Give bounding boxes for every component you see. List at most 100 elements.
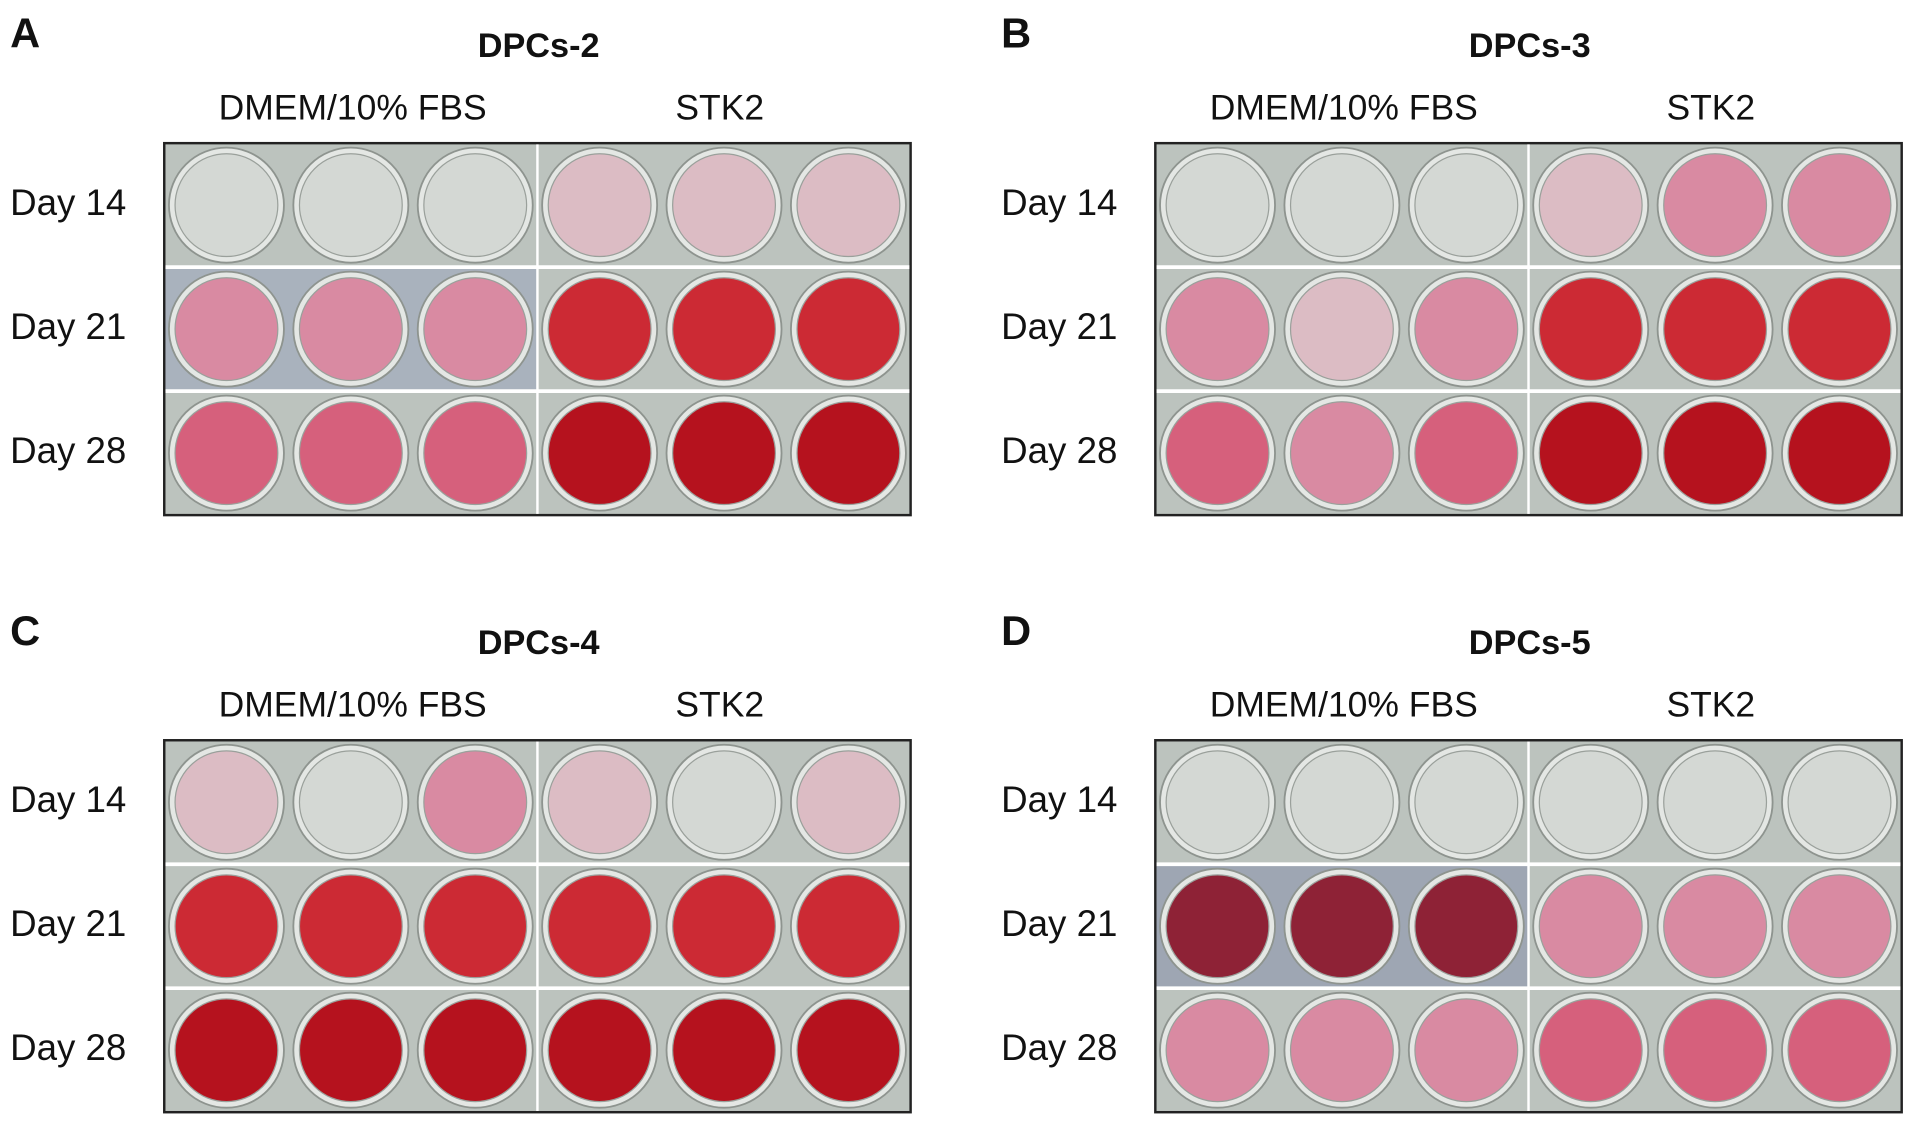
well	[672, 998, 777, 1103]
well	[1787, 277, 1892, 382]
panel-letter: A	[10, 10, 40, 57]
well	[174, 277, 279, 382]
panel: C DPCs-4 DMEM/10% FBS STK2 Day 14 Day 21 Day 2…	[10, 607, 912, 1114]
well	[1289, 401, 1394, 506]
well	[1289, 153, 1394, 258]
row-label: Day 21	[10, 306, 126, 347]
well	[1414, 401, 1519, 506]
well	[423, 998, 528, 1103]
panel-title: DPCs-5	[1469, 624, 1591, 662]
well	[1414, 998, 1519, 1103]
panel-title: DPCs-3	[1469, 27, 1591, 65]
well	[298, 153, 403, 258]
well	[1414, 277, 1519, 382]
well	[1165, 277, 1270, 382]
well	[423, 277, 528, 382]
well	[174, 998, 279, 1103]
well	[423, 750, 528, 855]
well	[796, 153, 901, 258]
well	[1663, 277, 1768, 382]
well	[1289, 277, 1394, 382]
panel: D DPCs-5 DMEM/10% FBS STK2 Day 14 Day 21 Day 2…	[1001, 607, 1903, 1114]
panel-letter: D	[1001, 607, 1031, 654]
row-label: Day 28	[1001, 1027, 1117, 1068]
well	[1787, 750, 1892, 855]
well	[298, 277, 403, 382]
column-header: STK2	[675, 685, 764, 725]
well	[1289, 874, 1394, 979]
well	[298, 750, 403, 855]
well	[672, 277, 777, 382]
well	[547, 153, 652, 258]
panel: A DPCs-2 DMEM/10% FBS STK2 Day 14 Day 21 Day 2…	[10, 10, 912, 517]
well	[174, 153, 279, 258]
well	[796, 998, 901, 1103]
well	[1663, 401, 1768, 506]
well	[1538, 874, 1643, 979]
well	[1787, 153, 1892, 258]
panel: B DPCs-3 DMEM/10% FBS STK2 Day 14 Day 21 Day 2…	[1001, 10, 1903, 517]
well	[672, 401, 777, 506]
well	[1289, 750, 1394, 855]
well	[1663, 998, 1768, 1103]
well	[298, 401, 403, 506]
well	[1414, 750, 1519, 855]
well	[174, 750, 279, 855]
well	[423, 401, 528, 506]
well	[547, 277, 652, 382]
well	[1787, 874, 1892, 979]
panel-title: DPCs-2	[478, 27, 600, 65]
well	[1538, 401, 1643, 506]
column-header: STK2	[1666, 87, 1755, 127]
panel-letter: B	[1001, 10, 1031, 57]
column-header: STK2	[675, 87, 764, 127]
well	[298, 874, 403, 979]
well	[1787, 401, 1892, 506]
column-header: DMEM/10% FBS	[219, 685, 487, 725]
well	[423, 874, 528, 979]
well	[1787, 998, 1892, 1103]
well	[1414, 153, 1519, 258]
well	[672, 153, 777, 258]
well	[1165, 153, 1270, 258]
well	[1165, 874, 1270, 979]
well	[547, 874, 652, 979]
well	[796, 750, 901, 855]
column-header: DMEM/10% FBS	[219, 87, 487, 127]
row-label: Day 28	[1001, 430, 1117, 471]
well	[796, 874, 901, 979]
well	[1289, 998, 1394, 1103]
well	[1165, 401, 1270, 506]
well	[1538, 750, 1643, 855]
column-header: STK2	[1666, 685, 1755, 725]
well	[1538, 277, 1643, 382]
well	[672, 874, 777, 979]
column-header: DMEM/10% FBS	[1210, 685, 1478, 725]
row-label: Day 21	[1001, 306, 1117, 347]
well	[1414, 874, 1519, 979]
row-label: Day 21	[1001, 903, 1117, 944]
row-label: Day 14	[10, 779, 126, 820]
row-label: Day 14	[10, 182, 126, 223]
row-label: Day 21	[10, 903, 126, 944]
well	[672, 750, 777, 855]
row-label: Day 14	[1001, 779, 1117, 820]
well	[174, 401, 279, 506]
well	[796, 277, 901, 382]
well	[423, 153, 528, 258]
row-label: Day 28	[10, 1027, 126, 1068]
well	[1663, 750, 1768, 855]
well	[547, 401, 652, 506]
panel-letter: C	[10, 607, 40, 654]
panel-title: DPCs-4	[478, 624, 600, 662]
well	[1663, 153, 1768, 258]
column-header: DMEM/10% FBS	[1210, 87, 1478, 127]
well	[1165, 998, 1270, 1103]
well	[298, 998, 403, 1103]
row-label: Day 14	[1001, 182, 1117, 223]
well	[1165, 750, 1270, 855]
well	[547, 750, 652, 855]
well	[174, 874, 279, 979]
